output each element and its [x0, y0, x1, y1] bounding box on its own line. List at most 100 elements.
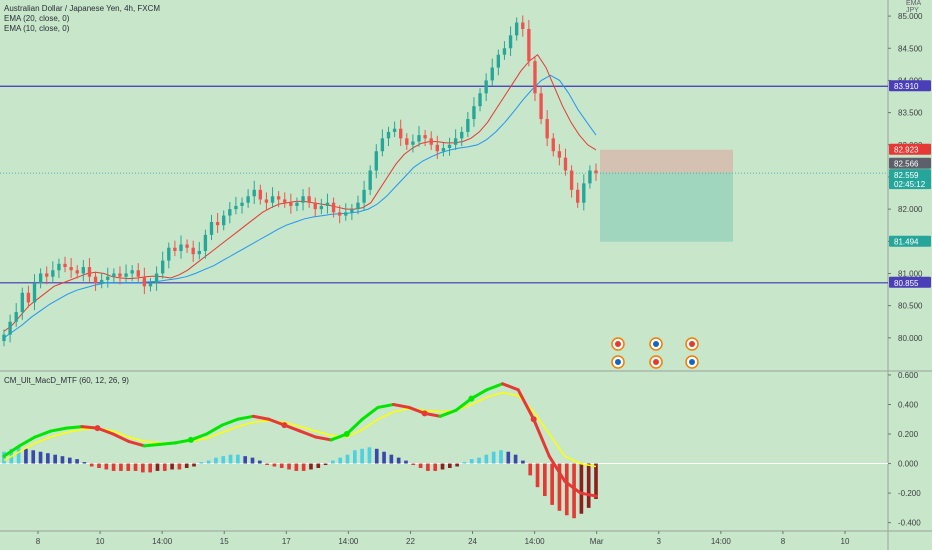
macd-line-segment — [454, 397, 473, 412]
candle-body — [423, 135, 427, 139]
macd-cross-dot — [94, 425, 101, 432]
time-tick-label: 15 — [220, 537, 229, 546]
macd-line-segment — [563, 479, 582, 495]
time-tick-label: 14:00 — [152, 537, 173, 546]
macd-line-segment — [547, 454, 567, 483]
event-marker-dot — [653, 341, 659, 347]
price-label-text: 02:45:12 — [894, 180, 926, 189]
candle-body — [557, 151, 562, 158]
candle-body — [313, 202, 317, 210]
macd-line-segment — [64, 425, 84, 430]
candle-body — [435, 144, 439, 152]
candle-body — [264, 199, 269, 203]
candle-body — [374, 151, 378, 171]
candle-body — [527, 28, 531, 62]
candle-body — [502, 48, 507, 55]
candle-body — [441, 148, 446, 152]
macd-line-segment — [516, 388, 536, 421]
candle-body — [8, 321, 12, 335]
time-tick-label: 10 — [96, 537, 105, 546]
candle-body — [136, 270, 140, 277]
candle-body — [490, 67, 494, 81]
macd-line-segment — [236, 414, 255, 421]
candle-body — [307, 196, 311, 203]
time-tick-label: 10 — [841, 537, 850, 546]
price-tick-label: 84.500 — [898, 44, 923, 53]
candle-body — [588, 170, 592, 184]
candle-body — [472, 106, 476, 120]
candle-body — [594, 170, 598, 174]
macd-line-segment — [578, 491, 598, 498]
candle-body — [325, 202, 330, 206]
macd-line-segment — [314, 435, 333, 442]
candle-body — [209, 222, 214, 235]
candle-body — [551, 138, 555, 152]
candle-body — [276, 196, 281, 200]
event-marker-dot — [689, 359, 695, 365]
macd-line-segment — [501, 382, 520, 392]
candle-body — [350, 209, 354, 213]
candle-body — [337, 212, 342, 216]
time-tick-label: 24 — [468, 537, 477, 546]
ema10-line — [3, 53, 597, 332]
candle-body — [99, 279, 104, 284]
candle-body — [191, 247, 195, 255]
price-tick-label: 80.500 — [898, 302, 923, 311]
candle-body — [484, 80, 488, 94]
candle-body — [392, 128, 397, 132]
candle-body — [478, 93, 482, 107]
price-label-box — [889, 80, 931, 92]
macd-line-segment — [205, 423, 224, 436]
price-label-box — [889, 169, 931, 181]
macd-line-segment — [142, 442, 162, 448]
candle-body — [447, 144, 452, 148]
macd-tick-label: -0.400 — [898, 519, 921, 528]
macd-tick-label: 0.000 — [898, 460, 919, 469]
price-tick-label: 82.000 — [898, 205, 923, 214]
macd-line-segment — [158, 441, 177, 446]
candle-body — [106, 276, 110, 280]
candle-body — [429, 138, 433, 145]
macd-line-segment — [376, 402, 395, 409]
legend-ema20: EMA (20, close, 0) — [4, 14, 70, 23]
candle-body — [14, 312, 18, 322]
candle-body — [154, 273, 159, 284]
candle-body — [57, 263, 61, 271]
candle-body — [270, 196, 275, 203]
macd-line-segment — [49, 426, 68, 433]
candle-body — [75, 270, 79, 274]
candle-body — [563, 157, 568, 171]
candle-body — [417, 135, 421, 142]
candle-body — [386, 131, 391, 139]
macd-line-segment — [391, 402, 411, 409]
price-axis-bg — [888, 0, 932, 550]
candle-body — [81, 267, 86, 274]
main-legend: Australian Dollar / Japanese Yen, 4h, FX… — [4, 4, 160, 34]
axis-corner: EMA JPY — [906, 0, 921, 14]
candle-body — [51, 270, 55, 277]
legend-macd: CM_Ult_MacD_MTF (60, 12, 26, 9) — [4, 376, 129, 385]
event-marker-dot — [653, 359, 659, 365]
candle-body — [173, 247, 177, 251]
price-tick-label: 83.500 — [898, 109, 923, 118]
candle-body — [118, 273, 122, 277]
candle-body — [405, 138, 409, 145]
candle-body — [26, 292, 31, 303]
macd-legend: CM_Ult_MacD_MTF (60, 12, 26, 9) — [4, 376, 129, 386]
candle-body — [576, 189, 580, 203]
event-marker-dot — [615, 341, 621, 347]
axis-corner-line1: EMA — [906, 0, 922, 7]
candle-body — [533, 61, 537, 94]
position-target-zone — [600, 172, 733, 242]
candle-body — [148, 283, 153, 287]
time-tick-label: 8 — [781, 537, 786, 546]
candle-body — [569, 170, 574, 190]
time-tick-label: 22 — [406, 537, 415, 546]
event-marker-dot — [689, 341, 695, 347]
candle-body — [295, 202, 299, 206]
macd-line-segment — [220, 417, 240, 427]
candle-body — [545, 119, 549, 139]
candle-body — [521, 22, 525, 29]
